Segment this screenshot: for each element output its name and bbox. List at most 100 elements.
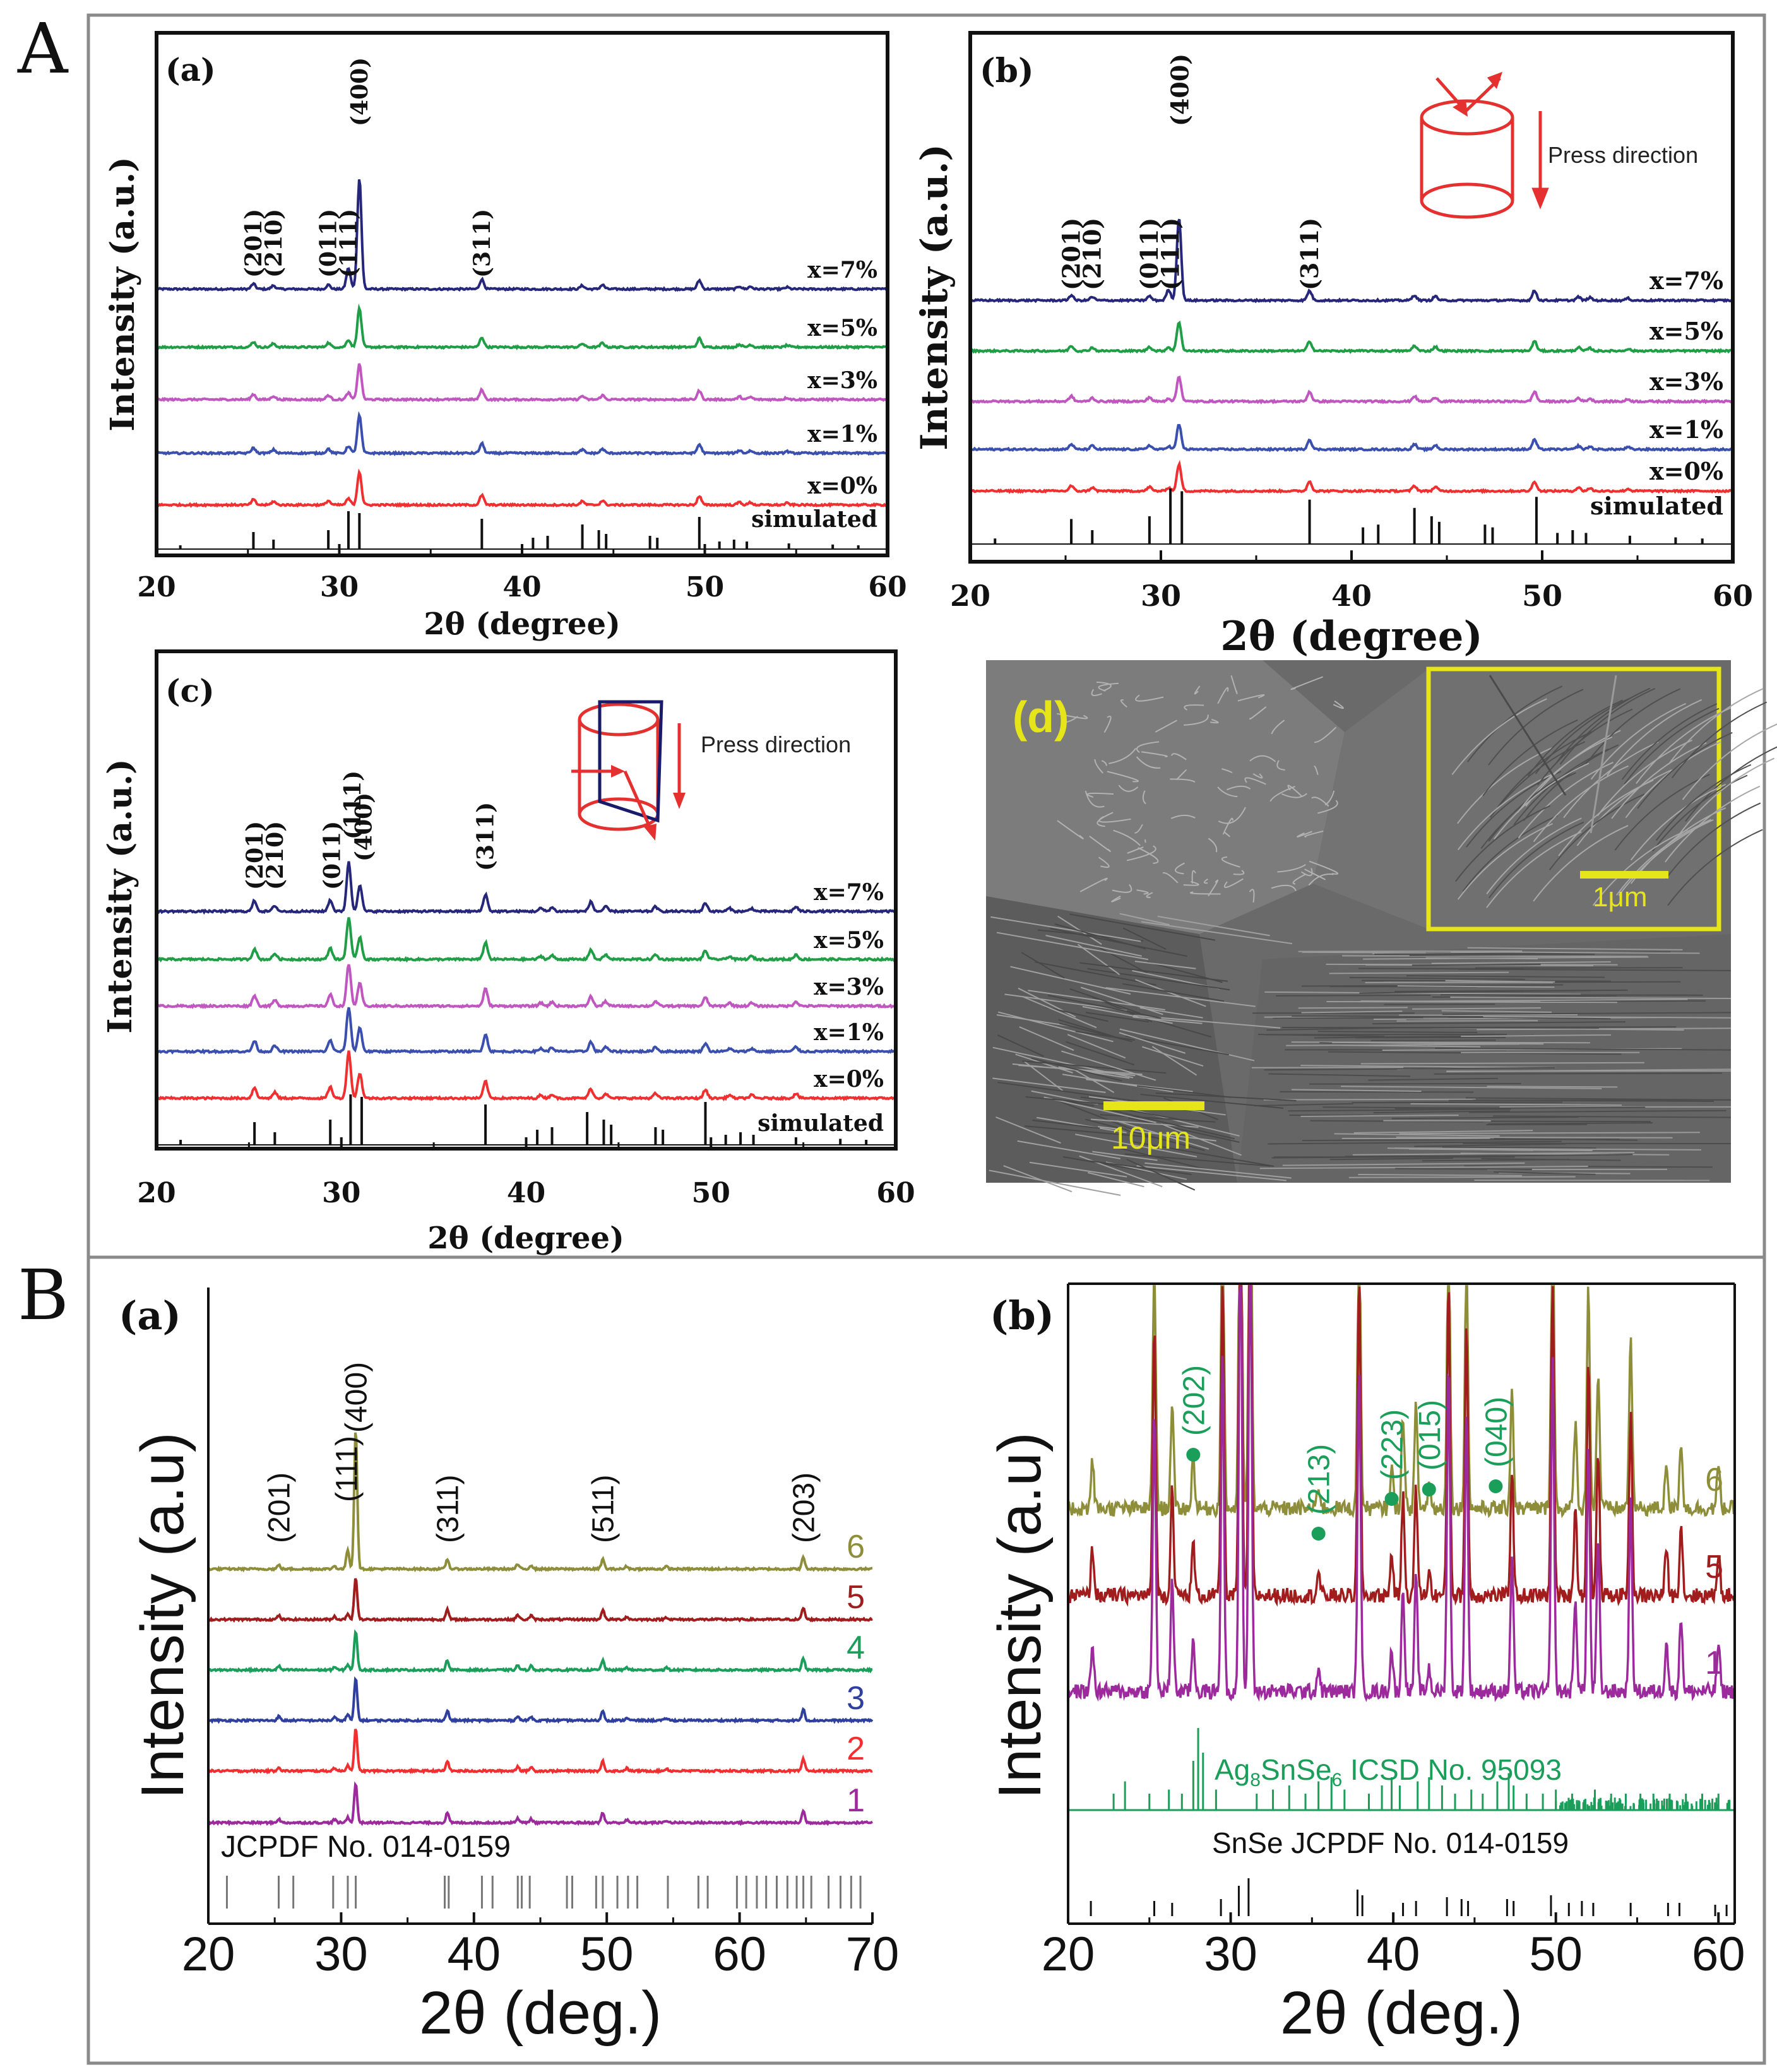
chart-Aa-hkl-labels: (201)(210) (011)(111) (400) (311) [241, 57, 496, 278]
hkl-label: (111) [336, 209, 362, 278]
sem-striation [1301, 1010, 1403, 1014]
sem-ridge [1096, 681, 1112, 692]
sem-image: (d) 10μm 1μm [986, 660, 1777, 1196]
sem-striation [1019, 1026, 1074, 1051]
sem-scale-text-inset: 1μm [1593, 882, 1647, 913]
sem-striation [1414, 1143, 1566, 1147]
sem-ridge [1184, 704, 1204, 711]
series-x=1% [969, 423, 1733, 453]
chart-Bb-ref2-label: SnSe JCPDF No. 014-0159 [1212, 1826, 1569, 1859]
hkl-marker-dot [1384, 1492, 1399, 1506]
series-1 [208, 1781, 873, 1826]
sem-striation [1079, 962, 1228, 982]
simulated-label: simulated [751, 506, 877, 533]
sem-ridge [1252, 773, 1263, 779]
sem-striation [1264, 1067, 1555, 1071]
sem-striation [1144, 1162, 1292, 1179]
xtick-label: 60 [876, 1177, 915, 1209]
sem-striation [1032, 1119, 1100, 1129]
sem-striation [1492, 1115, 1732, 1118]
series-label: x=5% [807, 315, 877, 341]
sem-region [1313, 669, 1429, 929]
sem-inset-striation [1615, 819, 1712, 896]
chart-Bb-ref1-label: Ag8SnSe6 ICSD No. 95093 [1215, 1753, 1562, 1791]
hkl-label: (511) [587, 1475, 621, 1544]
sem-striation [1341, 1086, 1602, 1089]
xtick-label: 60 [1692, 1927, 1745, 1981]
sem-striation [1119, 1028, 1255, 1062]
xtick-label: 60 [1713, 579, 1753, 613]
series-x=0% [969, 459, 1733, 494]
hkl-label: (201) [1057, 218, 1085, 290]
sem-ridge [1309, 860, 1339, 875]
sem-striation [1363, 956, 1649, 960]
sem-ridge [1098, 682, 1119, 692]
sem-inset-striation [1606, 699, 1703, 776]
sem-striation [1451, 950, 1700, 954]
xtick-label: 40 [448, 1927, 501, 1981]
xtick-label: 30 [1141, 579, 1181, 613]
sem-striation [1018, 1065, 1143, 1075]
sem-striation [1494, 1138, 1638, 1141]
series-label: 5 [847, 1579, 865, 1616]
sem-striation [1058, 1066, 1130, 1079]
sem-striation [1353, 1130, 1533, 1134]
series-x=7% [156, 861, 897, 915]
sem-ridge [1113, 829, 1141, 846]
sem-striation [989, 1169, 1121, 1196]
series-label: 1 [1705, 1645, 1723, 1681]
sem-striation [1092, 1151, 1158, 1161]
sem-inset-striation [1527, 699, 1623, 777]
hkl-label: (011) [1135, 218, 1163, 290]
sem-inset-striation [1563, 741, 1659, 819]
sem-striation [1086, 1012, 1149, 1023]
sem-striation [1394, 1106, 1646, 1110]
series-x=0% [156, 468, 889, 508]
chart-Ac-panel-label: (c) [165, 672, 215, 709]
sem-striation [1488, 1122, 1653, 1125]
sem-striation [1360, 1062, 1644, 1065]
hkl-label: (201) [263, 1472, 296, 1543]
hkl-label: (311) [469, 209, 496, 278]
simulated-label: simulated [758, 1110, 884, 1137]
sem-ridge [1155, 719, 1177, 733]
sem-striation [1263, 1098, 1476, 1101]
sem-ridge [1141, 751, 1168, 757]
series-5 [1067, 1285, 1736, 1607]
sem-striation [1458, 968, 1732, 971]
sem-striation [1021, 952, 1065, 979]
sem-striation [1161, 1123, 1242, 1156]
xtick-label: 50 [686, 571, 724, 603]
sem-striation [1053, 1098, 1132, 1130]
sem-inset-striation [1665, 785, 1761, 863]
press-direction-label-b: Press direction [1548, 142, 1698, 168]
sem-ridge [1098, 856, 1110, 868]
xtick-label: 40 [507, 1177, 545, 1209]
sem-ridge [1317, 800, 1338, 814]
sem-ridge [1101, 760, 1108, 766]
series-6 [1067, 1285, 1736, 1519]
sem-ridge [1135, 694, 1164, 702]
hkl-label: (111) [1156, 218, 1184, 290]
xtick-label: 60 [713, 1927, 766, 1981]
sem-striation [997, 1034, 1045, 1057]
sem-ridge [1107, 771, 1139, 783]
series-label: x=3% [807, 367, 877, 394]
sem-striation [1135, 979, 1206, 1007]
sem-striation [1119, 1032, 1186, 1054]
xtick-label: 40 [502, 571, 541, 603]
xtick-label: 40 [1331, 579, 1372, 613]
xtick-label: 20 [182, 1927, 235, 1981]
sem-striation [997, 1081, 1146, 1103]
series-label: x=1% [807, 421, 877, 447]
hkl-label: (015) [1413, 1400, 1447, 1471]
sem-ridge [1217, 786, 1238, 798]
sem-inset-striation [1457, 823, 1554, 900]
series-x=1% [156, 1007, 896, 1055]
sem-inset-striation [1559, 688, 1655, 765]
hkl-label: (400) [1166, 54, 1194, 126]
sem-striation [1259, 1166, 1588, 1169]
sem-striation [1487, 1086, 1618, 1088]
sem-inset-striation [1466, 771, 1562, 848]
sem-striation [1373, 1110, 1511, 1114]
